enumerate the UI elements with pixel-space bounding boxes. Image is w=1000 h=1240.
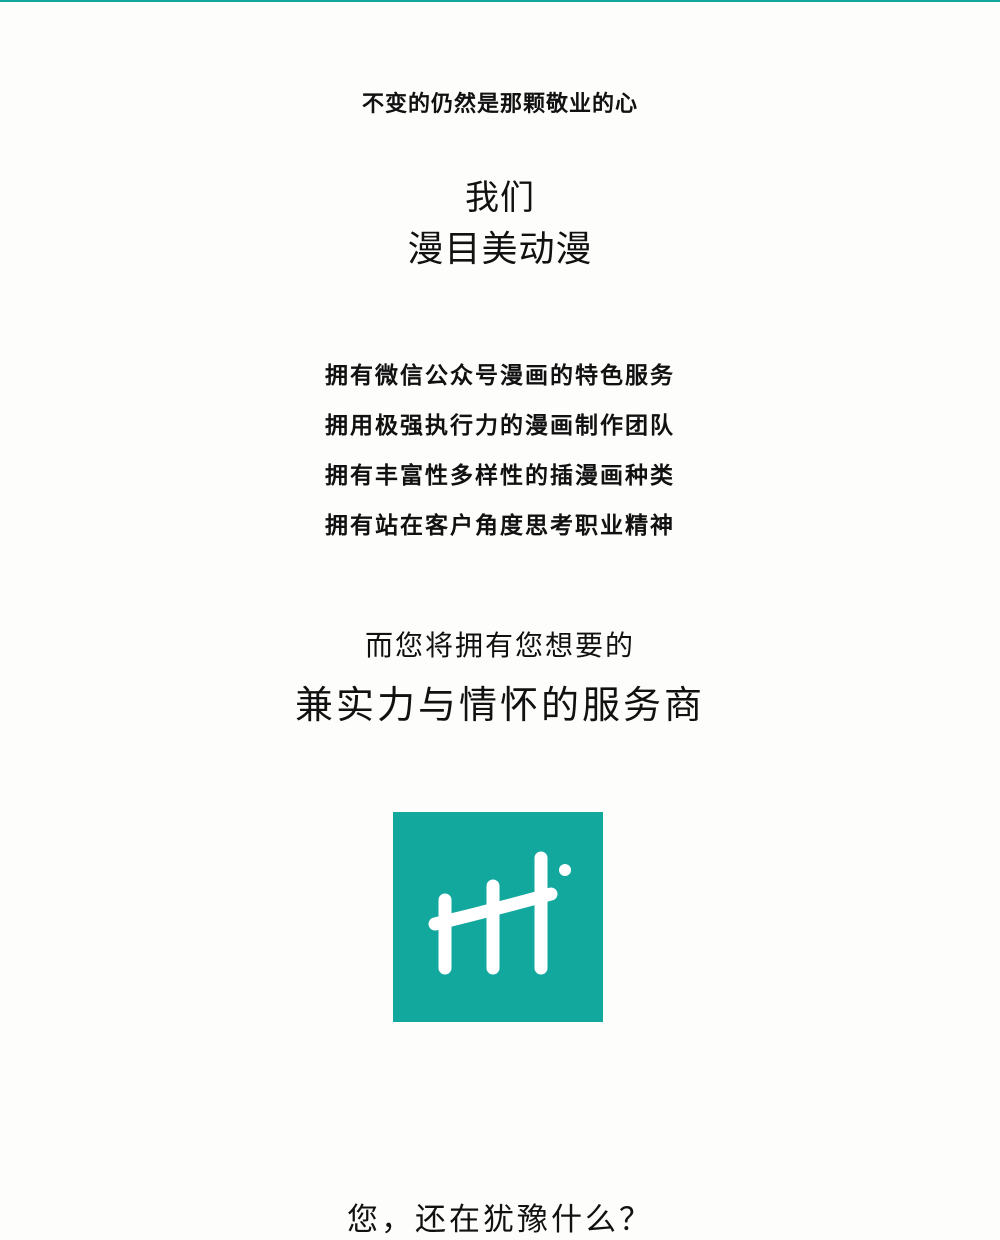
feature-item: 拥有丰富性多样性的插漫画种类 bbox=[325, 462, 675, 489]
feature-item: 拥有微信公众号漫画的特色服务 bbox=[325, 362, 675, 389]
company-name: 漫目美动漫 bbox=[407, 229, 593, 270]
promise-main: 兼实力与情怀的服务商 bbox=[294, 683, 705, 727]
feature-item: 拥有站在客户角度思考职业精神 bbox=[325, 512, 675, 539]
feature-item: 拥用极强执行力的漫画制作团队 bbox=[325, 412, 675, 439]
company-logo bbox=[393, 812, 603, 1022]
promise-lead: 而您将拥有您想要的 bbox=[364, 629, 635, 662]
top-accent-rule bbox=[0, 0, 1000, 2]
intro-we: 我们 bbox=[465, 178, 535, 218]
hh-logo-icon bbox=[428, 851, 571, 975]
closing-question: 您，还在犹豫什么？ bbox=[347, 1202, 653, 1238]
tagline: 不变的仍然是那颗敬业的心 bbox=[361, 91, 638, 117]
